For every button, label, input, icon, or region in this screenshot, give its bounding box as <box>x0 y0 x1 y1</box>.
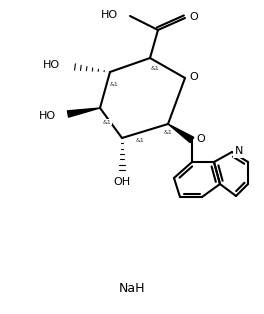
Text: O: O <box>197 134 205 144</box>
Text: HO: HO <box>39 111 56 121</box>
Text: NaH: NaH <box>119 281 145 295</box>
Text: &1: &1 <box>164 131 172 136</box>
Text: HO: HO <box>101 10 118 20</box>
Text: O: O <box>190 12 198 22</box>
Text: HO: HO <box>43 60 60 70</box>
Polygon shape <box>67 108 100 117</box>
Text: N: N <box>235 146 243 156</box>
Text: &1: &1 <box>103 120 111 124</box>
Text: &1: &1 <box>110 83 118 88</box>
Text: &1: &1 <box>151 66 159 71</box>
Polygon shape <box>168 124 194 143</box>
Text: O: O <box>190 72 198 82</box>
Text: OH: OH <box>114 177 131 187</box>
Text: &1: &1 <box>136 138 144 143</box>
